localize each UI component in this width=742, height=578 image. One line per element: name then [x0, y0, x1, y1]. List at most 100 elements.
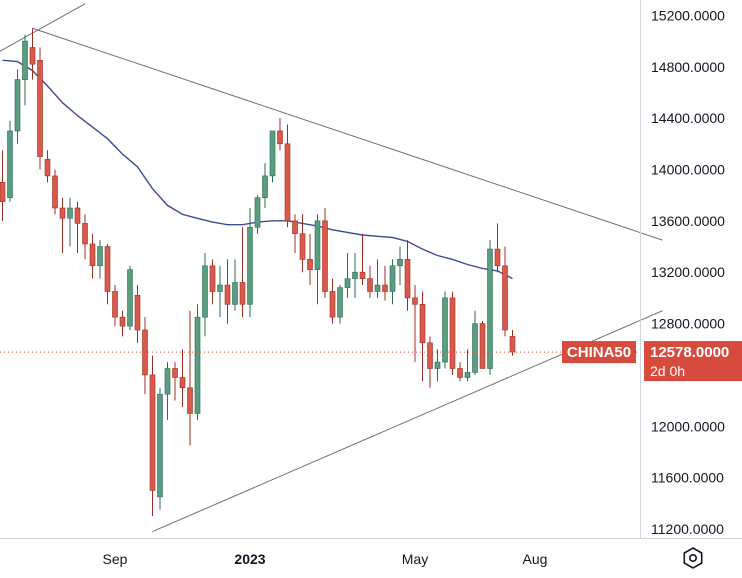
settings-hexagon-icon[interactable] [683, 547, 703, 569]
candle-body [239, 282, 246, 305]
candle-down [74, 201, 81, 253]
price-axis[interactable]: 15200.0000 14800.0000 14400.0000 14000.0000… [651, 7, 725, 537]
price-tick-label: 11200.0000 [651, 521, 724, 537]
candle-body [352, 271, 358, 279]
candle-body [382, 284, 388, 292]
candle-down [134, 285, 141, 343]
candle-down [104, 243, 111, 305]
candle-up [127, 265, 133, 330]
price-tick-label: 11600.0000 [651, 470, 724, 486]
candle-body [442, 297, 448, 363]
candle-body [127, 269, 133, 327]
price-tick-label: 14800.0000 [651, 59, 725, 75]
candle-down [277, 118, 283, 151]
candle-up [254, 195, 261, 234]
moving-average-line [2, 59, 513, 280]
candle-body [427, 342, 433, 369]
candle-up [194, 304, 201, 420]
candle-down [322, 208, 328, 298]
price-tick-label: 14400.0000 [651, 110, 725, 126]
candle-body [97, 246, 103, 267]
candle-body [157, 393, 163, 498]
candle-body [14, 79, 21, 132]
candle-up [337, 285, 343, 324]
candle-up [434, 349, 441, 382]
candle-down [502, 246, 508, 337]
candle-down [187, 310, 193, 446]
bar-countdown-label: 2d 0h [650, 363, 685, 379]
candle-down [82, 214, 88, 260]
time-tick-label: May [402, 551, 428, 567]
candle-down [299, 214, 306, 273]
candle-body [22, 40, 28, 80]
candle-body [29, 47, 36, 65]
candle-down [179, 349, 186, 408]
candle-body [74, 207, 81, 224]
candle-body [472, 323, 478, 373]
last-price-label: 12578.0000 [650, 344, 729, 361]
candle-up [217, 265, 223, 318]
candle-body [52, 175, 58, 209]
candle-body [82, 223, 88, 245]
candle-down [419, 291, 426, 382]
candle-body [202, 265, 208, 318]
candle-body [359, 271, 366, 279]
candle-up [22, 34, 28, 106]
candle-body [509, 336, 516, 353]
candle-body [254, 197, 261, 228]
candle-down [412, 285, 418, 363]
price-tick-label: 13200.0000 [651, 264, 725, 280]
trendline-layer [0, 3, 663, 533]
candle-up [442, 291, 448, 369]
price-tick-label: 12000.0000 [651, 418, 725, 434]
candle-body [464, 372, 471, 378]
candle-body [367, 278, 373, 292]
candle-up [314, 214, 321, 305]
candle-up [464, 349, 471, 382]
price-tick-label: 12800.0000 [651, 316, 725, 332]
candle-up [397, 246, 403, 286]
candle-down [29, 28, 36, 80]
candle-body [269, 130, 276, 177]
candle-body [262, 175, 268, 199]
candle-body [224, 284, 231, 305]
candle-up [269, 130, 276, 183]
candle-body [314, 220, 321, 270]
candle-down [494, 223, 501, 273]
candle-body [344, 278, 351, 288]
candle-body [0, 182, 6, 202]
candle-down [209, 259, 216, 305]
candle-down [449, 291, 456, 375]
symbol-label: CHINA50 [567, 344, 631, 361]
time-axis[interactable]: Sep 2023 May Aug [103, 551, 548, 567]
candle-body [479, 323, 486, 369]
candle-down [359, 233, 366, 286]
candle-body [232, 282, 238, 305]
candle-down [112, 285, 118, 327]
candle-body [172, 368, 178, 378]
candle-down [284, 124, 291, 228]
candle-down [292, 214, 298, 253]
candle-down [404, 240, 411, 311]
candle-body [44, 158, 51, 177]
candle-body [284, 143, 291, 222]
candle-down [427, 336, 433, 388]
candle-up [262, 163, 268, 209]
candle-up [157, 387, 163, 510]
candle-body [329, 291, 336, 318]
candle-body [337, 287, 343, 318]
candle-body [67, 207, 73, 219]
candle-up [97, 240, 103, 279]
candle-up [344, 252, 351, 298]
price-tick-label: 15200.0000 [651, 7, 725, 23]
candle-down [142, 317, 148, 395]
candle-down [382, 265, 388, 301]
candle-body [502, 265, 508, 331]
candle-down [307, 233, 313, 286]
candle-body [292, 220, 298, 234]
candle-body [164, 368, 171, 395]
candle-down [37, 47, 43, 170]
time-tick-label: 2023 [234, 551, 265, 567]
